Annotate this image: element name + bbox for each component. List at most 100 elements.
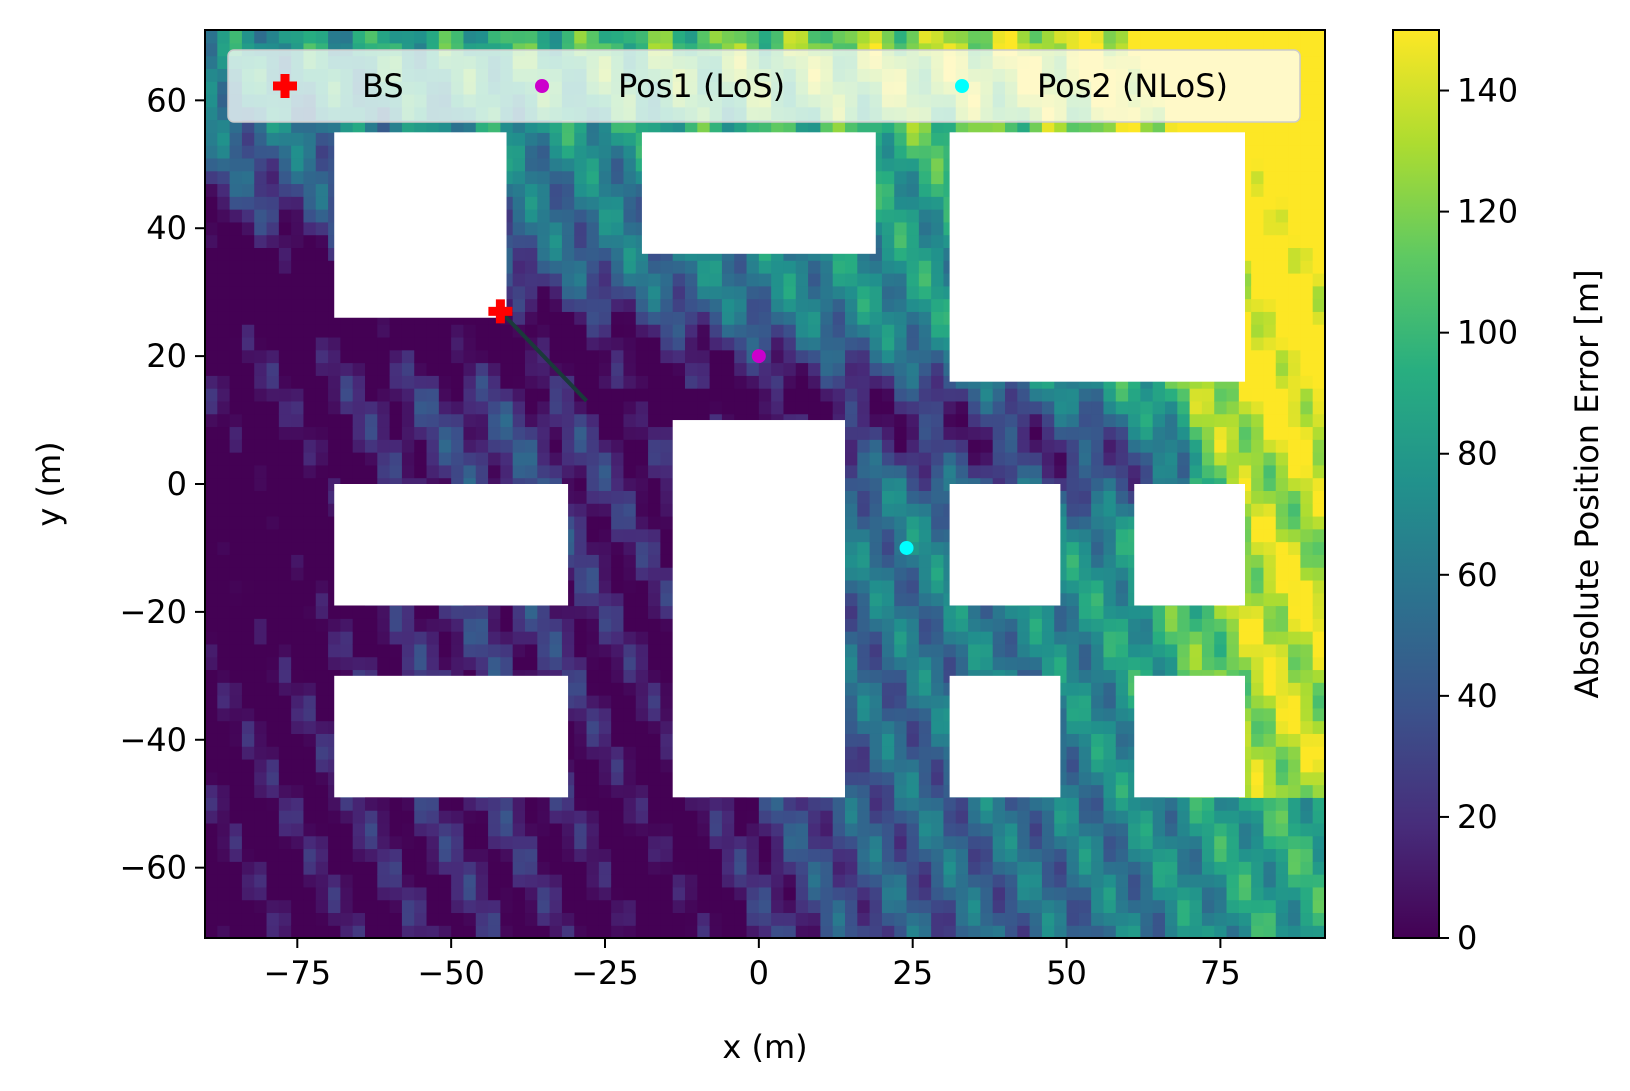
heatmap-cell (586, 132, 600, 146)
heatmap-cell (217, 439, 231, 453)
heatmap-cell (672, 400, 686, 415)
heatmap-cell (611, 196, 625, 210)
heatmap-cell (352, 452, 366, 466)
heatmap-cell (1005, 400, 1018, 415)
heatmap-cell (205, 157, 218, 172)
heatmap-cell (303, 362, 317, 376)
heatmap-cell (660, 771, 674, 786)
heatmap-cell (426, 362, 440, 376)
heatmap-cell (894, 209, 908, 223)
heatmap-cell (635, 336, 649, 351)
heatmap-cell (217, 132, 231, 146)
heatmap-cell (623, 835, 637, 850)
heatmap-cell (881, 848, 895, 862)
heatmap-cell (488, 362, 501, 376)
heatmap-cell (315, 515, 329, 530)
heatmap-cell (721, 822, 735, 837)
heatmap-cell (1054, 439, 1068, 453)
heatmap-cell (906, 413, 920, 428)
heatmap-cell (918, 452, 932, 466)
heatmap-cell (918, 170, 932, 185)
heatmap-cell (845, 912, 858, 926)
heatmap-cell (598, 260, 612, 274)
heatmap-cell (229, 835, 243, 850)
heatmap-cell (931, 695, 945, 709)
heatmap-cell (574, 400, 588, 415)
heatmap-cell (894, 452, 908, 466)
heatmap-cell (1066, 669, 1080, 683)
heatmap-cell (869, 682, 883, 696)
heatmap-cell (537, 362, 551, 376)
heatmap-cell (291, 631, 305, 645)
heatmap-cell (254, 132, 268, 146)
heatmap-cell (894, 260, 908, 274)
heatmap-cell (623, 132, 637, 146)
heatmap-cell (1017, 413, 1031, 428)
heatmap-cell (574, 746, 588, 760)
heatmap-cell (685, 119, 698, 133)
heatmap-cell (734, 311, 748, 325)
heatmap-cell (340, 861, 354, 875)
heatmap-cell (377, 400, 391, 415)
heatmap-cell (992, 656, 1006, 671)
heatmap-cell (648, 311, 661, 325)
heatmap-cell (685, 848, 698, 862)
heatmap-cell (463, 464, 477, 479)
heatmap-cell (475, 426, 489, 440)
heatmap-cell (685, 400, 698, 415)
heatmap-cell (980, 925, 994, 938)
heatmap-cell (598, 541, 612, 555)
heatmap-cell (352, 925, 366, 938)
heatmap-cell (697, 272, 711, 287)
heatmap-cell (1029, 810, 1043, 824)
heatmap-cell (426, 861, 440, 875)
heatmap-cell (1041, 810, 1055, 824)
heatmap-cell (217, 784, 231, 798)
heatmap-cell (648, 758, 661, 773)
heatmap-cell (623, 631, 637, 645)
heatmap-cell (598, 400, 612, 415)
heatmap-cell (845, 375, 858, 389)
heatmap-cell (205, 324, 218, 338)
heatmap-cell (488, 375, 501, 389)
heatmap-cell (869, 618, 883, 632)
heatmap-cell (685, 899, 698, 914)
heatmap-cell (648, 835, 661, 850)
heatmap-cell (918, 669, 932, 683)
heatmap-cell (857, 579, 871, 594)
heatmap-cell (709, 925, 723, 938)
heatmap-cell (414, 388, 428, 402)
heatmap-cell (635, 822, 649, 837)
heatmap-cell (623, 362, 637, 376)
heatmap-cell (266, 682, 280, 696)
heatmap-cell (586, 656, 600, 671)
heatmap-cell (229, 375, 243, 389)
heatmap-cell (266, 157, 280, 172)
heatmap-cell (303, 132, 317, 146)
heatmap-cell (574, 132, 588, 146)
heatmap-cell (488, 848, 501, 862)
heatmap-cell (746, 285, 760, 300)
heatmap-cell (931, 707, 945, 722)
heatmap-cell (315, 196, 329, 210)
heatmap-cell (980, 452, 994, 466)
heatmap-cell (931, 515, 945, 530)
heatmap-cell (229, 452, 243, 466)
heatmap-cell (685, 324, 698, 338)
heatmap-cell (291, 912, 305, 926)
heatmap-cell (291, 400, 305, 415)
heatmap-cell (525, 848, 538, 862)
heatmap-cell (537, 656, 551, 671)
heatmap-cell (1017, 886, 1031, 901)
heatmap-cell (401, 388, 415, 402)
heatmap-cell (426, 464, 440, 479)
heatmap-cell (968, 822, 981, 837)
heatmap-cell (771, 797, 785, 811)
heatmap-cell (955, 439, 969, 453)
heatmap-cell (598, 247, 612, 261)
heatmap-cell (291, 260, 305, 274)
heatmap-cell (254, 157, 268, 172)
heatmap-cell (303, 771, 317, 786)
heatmap-cell (389, 886, 403, 901)
heatmap-cell (266, 426, 280, 440)
